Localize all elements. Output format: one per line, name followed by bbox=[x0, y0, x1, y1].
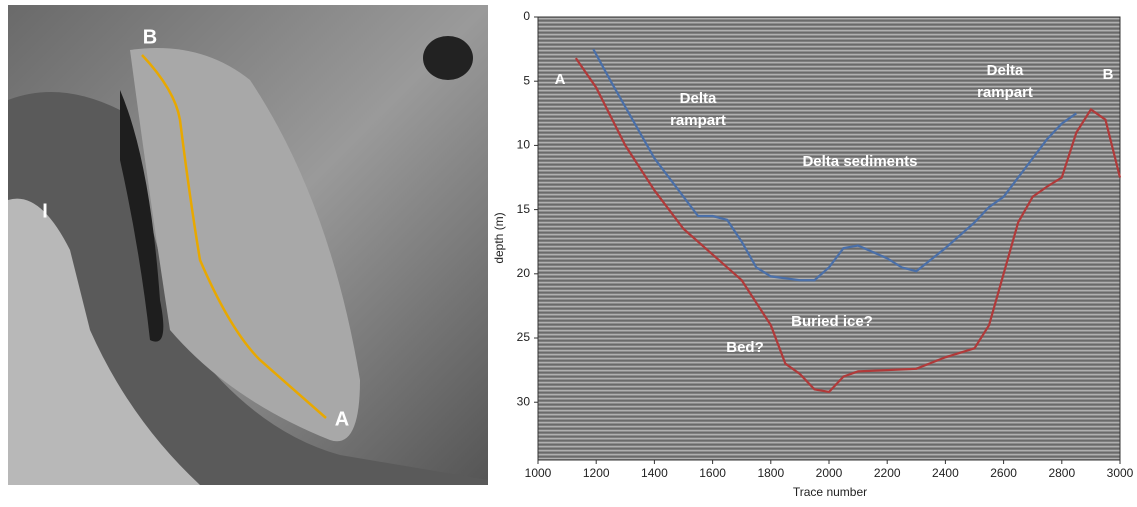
annotation: Delta rampart bbox=[670, 90, 726, 129]
annotation: Delta sediments bbox=[802, 153, 917, 170]
pit bbox=[423, 36, 473, 80]
x-tick-label: 1800 bbox=[757, 466, 784, 480]
x-tick-label: 1400 bbox=[641, 466, 668, 480]
x-axis-label: Trace number bbox=[793, 485, 867, 499]
aerial-image: B I A bbox=[8, 5, 488, 486]
x-tick-label: 2400 bbox=[932, 466, 959, 480]
x-tick-label: 2800 bbox=[1048, 466, 1075, 480]
annotation: Bed? bbox=[726, 339, 764, 356]
shadow bbox=[120, 90, 164, 342]
y-tick-label: 30 bbox=[517, 394, 531, 408]
radargram bbox=[538, 17, 1120, 460]
annotation: B bbox=[1103, 66, 1114, 83]
image-label: I bbox=[42, 200, 48, 222]
interpreted-horizon bbox=[592, 48, 1077, 282]
y-tick-label: 15 bbox=[517, 202, 531, 216]
x-tick-label: 3000 bbox=[1107, 466, 1134, 480]
y-tick-label: 5 bbox=[523, 73, 530, 87]
image-label: A bbox=[335, 408, 349, 430]
profile-track bbox=[141, 54, 327, 419]
annotation: Delta rampart bbox=[977, 62, 1033, 101]
y-tick-label: 20 bbox=[517, 266, 531, 280]
x-tick-label: 1000 bbox=[525, 466, 552, 480]
ridge bbox=[8, 198, 200, 486]
x-tick-label: 2200 bbox=[874, 466, 901, 480]
x-tick-label: 2600 bbox=[990, 466, 1017, 480]
x-tick-label: 1200 bbox=[583, 466, 610, 480]
x-tick-label: 2000 bbox=[816, 466, 843, 480]
y-axis-label: depth (m) bbox=[492, 212, 506, 263]
y-tick-label: 10 bbox=[517, 138, 531, 152]
delta-deposit bbox=[130, 48, 360, 442]
y-tick-label: 25 bbox=[517, 330, 531, 344]
x-tick-label: 1600 bbox=[699, 466, 726, 480]
annotation: Buried ice? bbox=[791, 313, 873, 330]
y-tick-label: 0 bbox=[523, 9, 530, 23]
annotation: A bbox=[555, 71, 566, 88]
image-label: B bbox=[143, 26, 157, 48]
interpreted-horizon bbox=[574, 57, 1122, 394]
